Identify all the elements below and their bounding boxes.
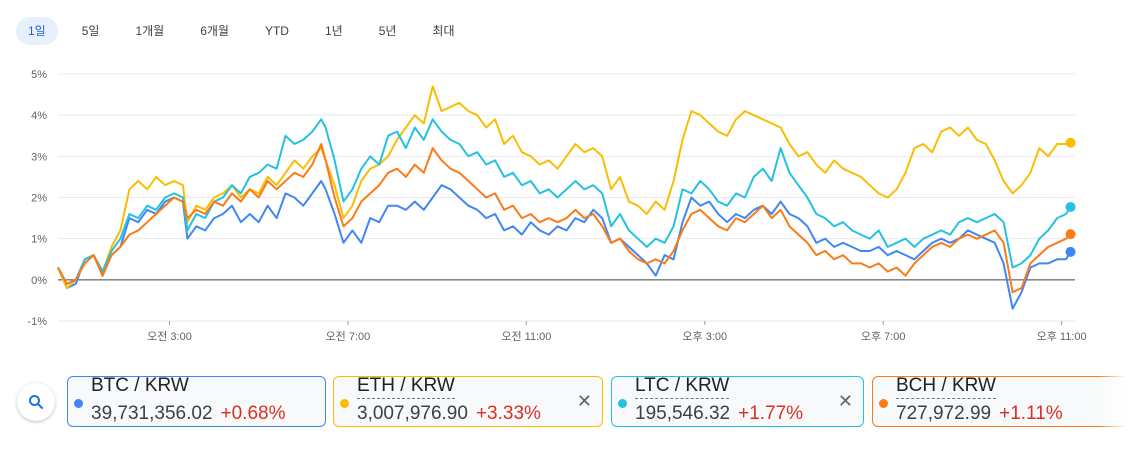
time-range-tabs: 1일 5일 1개월 6개월 YTD 1년 5년 최대 bbox=[16, 17, 479, 45]
card-symbol: BTC / KRW bbox=[91, 375, 189, 396]
x-tick-label: 오후 7:00 bbox=[861, 330, 906, 343]
y-tick-label: 3% bbox=[31, 151, 47, 163]
series-color-dot bbox=[74, 399, 83, 408]
series-line-eth[interactable] bbox=[57, 85, 1071, 290]
series-line-ltc[interactable] bbox=[57, 118, 1072, 285]
card-price-line: 39,731,356.02 +0.68% bbox=[91, 403, 286, 425]
y-axis: -1% 0% 1% 2% 3% 4% 5% bbox=[27, 69, 47, 328]
y-tick-label: 1% bbox=[31, 234, 47, 246]
series-line-btc[interactable] bbox=[57, 180, 1072, 310]
card-symbol: ETH / KRW bbox=[357, 375, 455, 399]
y-tick-label: 0% bbox=[31, 275, 47, 287]
tab-1y[interactable]: 1년 bbox=[324, 24, 343, 38]
series-color-dot bbox=[618, 399, 627, 408]
comparison-card-bch[interactable]: BCH / KRW 727,972.99+1.11% ✕ bbox=[872, 375, 1138, 427]
x-tick-label: 오전 11:00 bbox=[501, 330, 551, 343]
tab-1d[interactable]: 1일 bbox=[16, 17, 58, 45]
remove-ltc-button[interactable]: ✕ bbox=[837, 391, 853, 411]
card-change: +1.11% bbox=[999, 403, 1063, 424]
card-price-line: 727,972.99 +1.11% bbox=[896, 403, 1063, 425]
card-change: +0.68% bbox=[220, 403, 286, 424]
tab-6m[interactable]: 6개월 bbox=[200, 24, 229, 38]
x-tick-label: 오후 11:00 bbox=[1037, 330, 1087, 343]
card-symbol: BCH / KRW bbox=[896, 375, 996, 399]
card-price-line: 195,546.32 +1.77% bbox=[635, 403, 803, 425]
series-color-dot bbox=[340, 399, 349, 408]
tab-1m[interactable]: 1개월 bbox=[135, 24, 165, 38]
tab-5y[interactable]: 5년 bbox=[378, 24, 397, 38]
x-tick-label: 오전 3:00 bbox=[147, 330, 192, 343]
tab-5d[interactable]: 5일 bbox=[81, 24, 100, 38]
card-price: 727,972.99 bbox=[896, 403, 992, 424]
add-comparison-button[interactable] bbox=[17, 383, 55, 421]
tab-ytd[interactable]: YTD bbox=[264, 24, 289, 38]
card-price: 195,546.32 bbox=[635, 403, 731, 424]
card-change: +1.77% bbox=[738, 403, 804, 424]
tab-max[interactable]: 최대 bbox=[432, 24, 455, 38]
series-end-dot-ltc bbox=[1065, 201, 1076, 212]
series-end-dot-eth bbox=[1065, 137, 1076, 148]
y-tick-label: 2% bbox=[31, 193, 47, 205]
card-price: 3,007,976.90 bbox=[357, 403, 468, 424]
scroll-fade bbox=[1098, 370, 1138, 436]
series-layer bbox=[57, 85, 1072, 310]
series-color-dot bbox=[879, 399, 888, 408]
card-price-line: 3,007,976.90 +3.33% bbox=[357, 403, 541, 425]
search-icon bbox=[29, 395, 43, 409]
comparison-bar: BTC / KRW 39,731,356.02 +0.68% ETH / KRW … bbox=[0, 370, 1138, 436]
series-end-dot-btc bbox=[1065, 246, 1076, 257]
y-tick-label: -1% bbox=[27, 316, 47, 328]
grid-layer bbox=[58, 73, 1075, 322]
x-tick-label: 오전 7:00 bbox=[326, 330, 371, 343]
comparison-card-btc[interactable]: BTC / KRW 39,731,356.02 +0.68% bbox=[67, 375, 326, 427]
series-end-dot-bch bbox=[1065, 229, 1076, 240]
y-tick-label: 4% bbox=[31, 110, 47, 122]
comparison-card-eth[interactable]: ETH / KRW 3,007,976.90 +3.33% ✕ bbox=[333, 375, 603, 427]
card-change: +3.33% bbox=[475, 403, 541, 424]
card-symbol: LTC / KRW bbox=[635, 375, 730, 399]
series-line-bch[interactable] bbox=[57, 143, 1072, 294]
x-tick-label: 오후 3:00 bbox=[682, 330, 727, 343]
remove-eth-button[interactable]: ✕ bbox=[576, 391, 592, 411]
y-tick-label: 5% bbox=[31, 69, 47, 81]
series-end-dots bbox=[1065, 137, 1076, 257]
card-price: 39,731,356.02 bbox=[91, 403, 213, 424]
x-axis: 오전 3:00 오전 7:00 오전 11:00 오후 3:00 오후 7:00 오후 1… bbox=[147, 321, 1087, 343]
comparison-card-ltc[interactable]: LTC / KRW 195,546.32 +1.77% ✕ bbox=[611, 375, 864, 427]
price-change-chart[interactable]: -1% 0% 1% 2% 3% 4% 5% 오전 3:00 오전 7:00 오전 11:00 오후… bbox=[0, 56, 1138, 356]
